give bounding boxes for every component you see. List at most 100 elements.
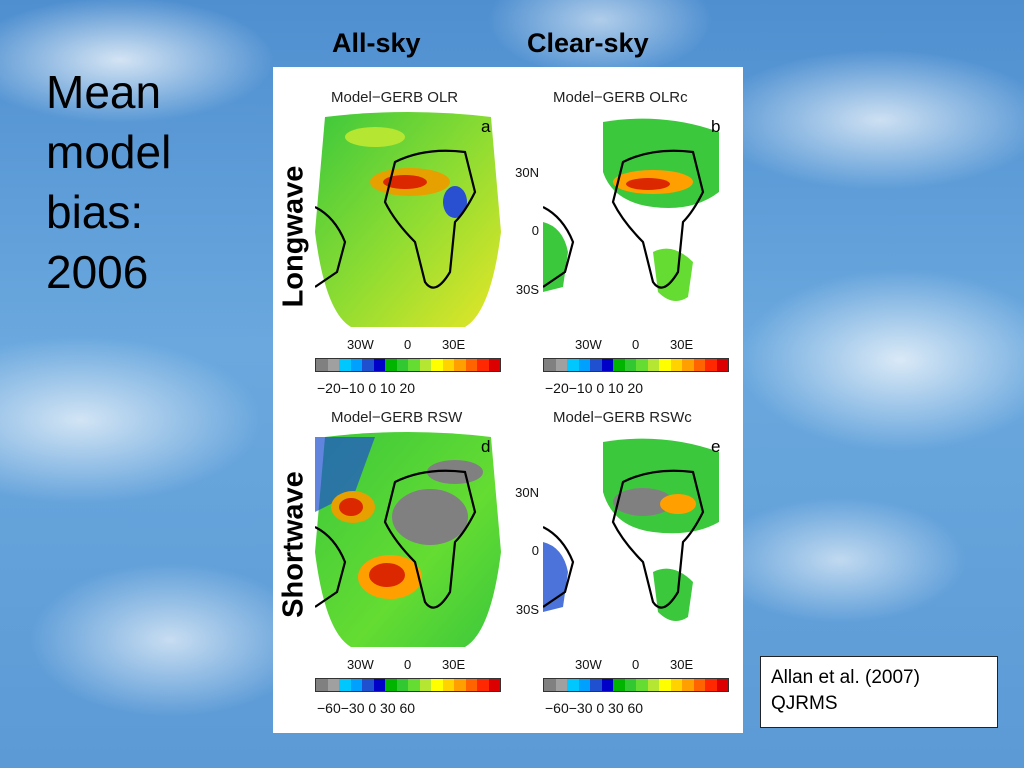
colorbar-swatch [408,359,420,371]
colorbar-swatch [567,359,579,371]
colorbar-swatch [465,679,477,691]
colorbar-swatch [716,359,728,371]
colorbar-longwave-allsky [315,358,501,372]
map-olr [315,112,501,327]
title-line: Mean [46,66,162,118]
colorbar-labels: −20−10 0 10 20 [317,380,416,396]
lon-tick: 30E [442,337,466,352]
panel-letter: d [481,437,491,456]
colorbar-swatch [373,679,385,691]
panel-title: Model−GERB RSW [331,409,463,426]
colorbar-swatch [362,359,374,371]
colorbar-swatch [636,359,648,371]
colorbar-swatch [670,359,682,371]
lon-tick: 0 [404,657,412,672]
colorbar-swatch [362,679,374,691]
lat-tick: 30S [515,282,539,297]
colorbar-shortwave-allsky [315,678,501,692]
colorbar-swatch [396,359,408,371]
colorbar-swatch [705,359,717,371]
colorbar-swatch [350,679,362,691]
colorbar-swatch [682,359,694,371]
title-line: model [46,126,172,178]
colorbar-swatch [555,359,567,371]
colorbar-swatch [477,359,489,371]
colorbar-swatch [716,679,728,691]
map-rsw [315,432,501,647]
lon-tick: 30W [575,657,602,672]
lon-tick: 0 [404,337,412,352]
row-label-longwave: Longwave [277,165,310,308]
colorbar-swatch [578,679,590,691]
panel-title: Model−GERB OLRc [553,89,688,106]
colorbar-swatch [693,679,705,691]
colorbar-swatch [431,359,443,371]
lon-tick: 30E [670,337,694,352]
colorbar-swatch [419,359,431,371]
colorbar-swatch [350,359,362,371]
column-header-clear-sky: Clear-sky [527,28,649,58]
colorbar-swatch [544,359,556,371]
lon-tick: 30W [575,337,602,352]
colorbar-swatch [431,679,443,691]
lon-tick: 30W [347,657,374,672]
colorbar-swatch [613,679,625,691]
lon-tick: 30E [442,657,466,672]
colorbar-swatch [636,679,648,691]
lat-tick: 30N [515,165,539,180]
figure-panel: Model−GERB OLR a Model−GERB OLRc [273,67,743,733]
colorbar-swatch [567,679,579,691]
colorbar-swatch [601,359,613,371]
citation-line: QJRMS [771,693,838,714]
colorbar-swatch [682,679,694,691]
colorbar-swatch [659,359,671,371]
panel-title: Model−GERB OLR [331,89,459,106]
colorbar-swatch [590,359,602,371]
lon-tick: 30E [670,657,694,672]
colorbar-swatch [327,359,339,371]
colorbar-swatch [544,679,556,691]
lon-tick: 0 [632,337,640,352]
map-olrc [543,112,729,327]
panel-letter: a [481,117,491,136]
colorbar-swatch [339,359,351,371]
colorbar-swatch [705,679,717,691]
colorbar-longwave-clearsky [543,358,729,372]
lat-tick: 0 [531,223,539,238]
colorbar-swatch [693,359,705,371]
colorbar-swatch [624,359,636,371]
colorbar-swatch [316,679,328,691]
column-header-all-sky: All-sky [332,28,421,58]
lat-tick: 30S [515,602,539,617]
colorbar-swatch [465,359,477,371]
colorbar-labels: −60−30 0 30 60 [545,700,644,716]
citation-line: Allan et al. (2007) [771,667,920,688]
colorbar-swatch [670,679,682,691]
colorbar-swatch [385,679,397,691]
row-label-shortwave: Shortwave [277,471,310,618]
colorbar-swatch [454,359,466,371]
colorbar-swatch [578,359,590,371]
colorbar-swatch [647,679,659,691]
panel-letter: b [711,117,721,136]
colorbar-swatch [442,359,454,371]
slide-title: Mean model bias: 2006 [46,62,246,302]
colorbar-swatch [590,679,602,691]
colorbar-swatch [488,679,500,691]
colorbar-shortwave-clearsky [543,678,729,692]
colorbar-swatch [373,359,385,371]
colorbar-swatch [419,679,431,691]
colorbar-swatch [385,359,397,371]
title-line: 2006 [46,246,149,298]
colorbar-swatch [408,679,420,691]
colorbar-swatch [316,359,328,371]
colorbar-swatch [647,359,659,371]
lat-tick: 0 [531,543,539,558]
colorbar-swatch [488,359,500,371]
colorbar-swatch [555,679,567,691]
colorbar-swatch [659,679,671,691]
map-rswc [543,432,729,647]
lat-tick: 30N [515,485,539,500]
colorbar-swatch [601,679,613,691]
colorbar-swatch [624,679,636,691]
